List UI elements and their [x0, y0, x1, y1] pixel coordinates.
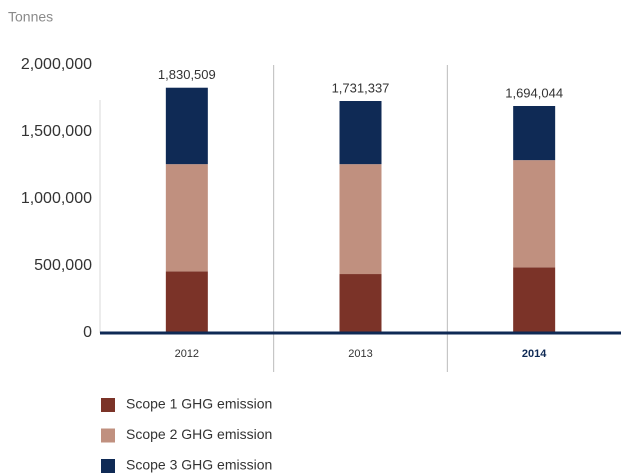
legend-label: Scope 2 GHG emission — [126, 426, 272, 442]
x-tick-label: 2013 — [348, 348, 372, 360]
bar-segment — [165, 87, 208, 165]
legend-swatch — [101, 459, 115, 473]
total-label: 1,694,044 — [505, 85, 563, 100]
bar-segment — [513, 105, 556, 161]
legend-swatch — [101, 398, 115, 412]
legend-label: Scope 3 GHG emission — [126, 457, 272, 473]
bar-segment — [513, 160, 556, 268]
y-tick-label: 0 — [83, 324, 92, 341]
bar-segment — [165, 271, 208, 333]
total-label: 1,830,509 — [158, 67, 216, 82]
legend-swatch — [101, 428, 115, 443]
x-tick-label: 2014 — [522, 348, 547, 360]
bar-segment — [339, 274, 382, 333]
y-tick-label: 1,500,000 — [21, 123, 92, 140]
bar-segment — [339, 164, 382, 275]
y-tick-label: 1,000,000 — [21, 190, 92, 207]
y-axis-label: Tonnes — [8, 9, 53, 25]
bar-segment — [339, 101, 382, 165]
bar-segment — [513, 267, 556, 333]
y-tick-label: 500,000 — [34, 257, 92, 274]
total-label: 1,731,337 — [332, 80, 390, 95]
legend-label: Scope 1 GHG emission — [126, 396, 272, 412]
x-tick-label: 2012 — [175, 348, 199, 360]
bar-segment — [165, 164, 208, 272]
y-tick-label: 2,000,000 — [21, 56, 92, 73]
